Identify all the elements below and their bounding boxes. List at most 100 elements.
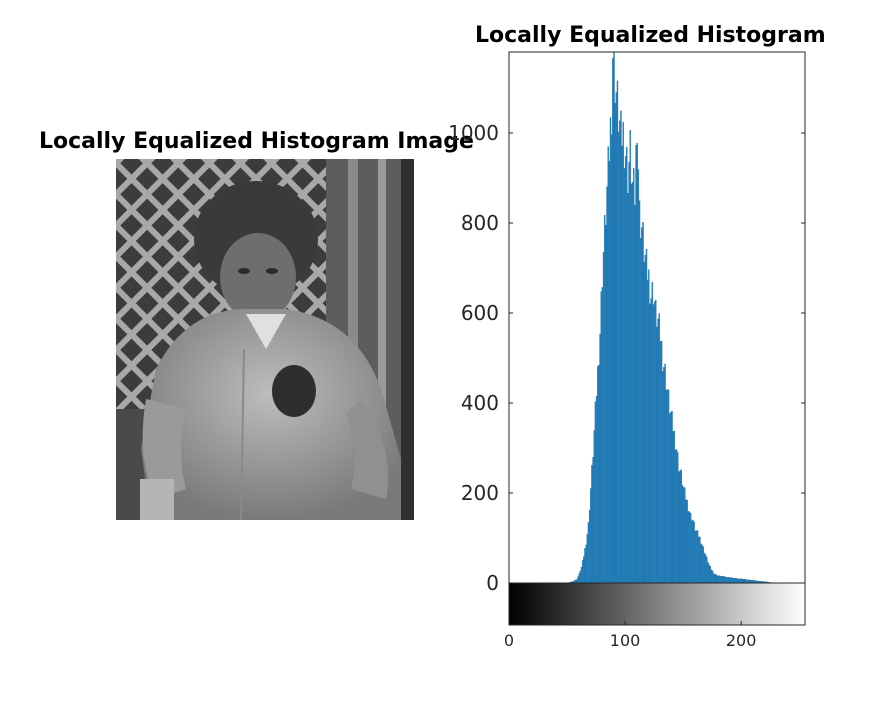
histogram-bars (568, 51, 774, 584)
histogram-bar (645, 248, 648, 584)
y-tick-label: 0 (486, 571, 499, 595)
histogram-bar (706, 556, 708, 584)
histogram-bar (658, 313, 660, 584)
histogram-bar (669, 413, 671, 584)
histogram-bar (710, 569, 713, 584)
histogram-bar (670, 412, 672, 584)
histogram-bar (608, 161, 611, 584)
histogram-bar (617, 131, 620, 584)
histogram-bar (722, 575, 724, 584)
histogram-bar (576, 579, 578, 584)
histogram-bar (737, 578, 739, 584)
histogram-bar (612, 58, 614, 584)
histogram-bar (646, 279, 649, 584)
histogram-bar (731, 577, 734, 584)
histogram-bar (614, 103, 616, 584)
histogram-bar (633, 167, 635, 584)
histogram-bar (736, 578, 738, 584)
x-axis-ticks: 0 100 200 (504, 621, 757, 650)
x-tick-label: 200 (726, 631, 757, 650)
histogram-bar (622, 122, 624, 584)
histogram-bar (665, 390, 667, 584)
histogram-bar (650, 298, 652, 584)
image-title: Locally Equalized Histogram Image (39, 129, 474, 154)
histogram-bar (641, 227, 643, 584)
histogram-bar (716, 575, 718, 584)
histogram-bar (720, 576, 722, 584)
histogram-bar (714, 573, 716, 584)
y-tick-label: 600 (461, 301, 499, 325)
histogram-bar (637, 169, 640, 584)
x-tick-label: 0 (504, 631, 514, 650)
histogram-bar (644, 254, 646, 584)
histogram-bar (656, 326, 658, 584)
histogram-bar (623, 168, 626, 584)
y-axis-ticks: 0 200 400 600 800 1000 (448, 121, 805, 595)
histogram-bar (595, 396, 598, 584)
histogram-bar (703, 552, 706, 584)
histogram-bar (651, 282, 653, 584)
histogram-bar (738, 578, 741, 584)
histogram-bar (592, 457, 594, 584)
histogram-bar (663, 367, 665, 584)
histogram-bar (688, 511, 691, 584)
histogram-bar (598, 365, 600, 584)
histogram-bar (687, 510, 689, 584)
histogram-bar (652, 304, 655, 584)
histogram-bar (684, 487, 686, 584)
histogram-bar (666, 389, 669, 584)
histogram-title: Locally Equalized Histogram (475, 23, 826, 48)
histogram-bar (577, 576, 579, 584)
histogram-bar (686, 499, 688, 584)
histogram-bar (664, 363, 666, 584)
histogram-bar (713, 573, 715, 584)
histogram-bar (624, 156, 627, 584)
histogram-bar (648, 269, 650, 584)
histogram-bar (679, 470, 681, 584)
histogram-bar (640, 237, 642, 584)
histogram-bar (730, 577, 732, 584)
histogram-bar (619, 120, 621, 584)
histogram-bar (643, 261, 645, 584)
histogram-bar (728, 577, 730, 584)
y-tick-label: 200 (461, 481, 499, 505)
histogram-bar (634, 205, 636, 584)
histogram-bar (667, 389, 670, 584)
histogram-bar (677, 452, 679, 584)
histogram-bar (606, 186, 608, 584)
histogram-bar (605, 224, 607, 584)
histogram-bar (586, 533, 588, 584)
histogram-bar (638, 200, 641, 584)
histogram-bar (701, 545, 703, 584)
histogram-bar (660, 340, 663, 584)
histogram-bar (636, 142, 638, 584)
histogram-bar (693, 521, 695, 584)
histogram-bar (743, 579, 745, 584)
histogram-bar (739, 578, 742, 584)
histogram-bar (579, 570, 581, 584)
histogram-bar (696, 530, 699, 584)
histogram-bar (616, 80, 619, 584)
histogram-bar (591, 464, 593, 584)
histogram-bar (620, 110, 622, 584)
histogram-bar (735, 578, 737, 584)
histogram-bar (732, 578, 735, 584)
histogram-bar (657, 318, 659, 584)
histogram-bar (583, 556, 585, 584)
histogram-bar (671, 411, 673, 584)
histogram-bar (725, 577, 728, 584)
histogram-bar (655, 299, 657, 584)
histogram-bar (599, 333, 601, 584)
histogram-bar (734, 578, 736, 584)
histogram-bar (601, 287, 604, 584)
histogram-bar (580, 566, 583, 584)
histogram-bar (742, 579, 744, 584)
histogram-bar (631, 182, 634, 584)
histogram-bar (604, 214, 606, 584)
y-tick-label: 400 (461, 391, 499, 415)
histogram-bar (594, 401, 597, 584)
histogram-bar (744, 579, 746, 584)
histogram-bar (649, 303, 651, 584)
histogram-bar (724, 576, 727, 584)
